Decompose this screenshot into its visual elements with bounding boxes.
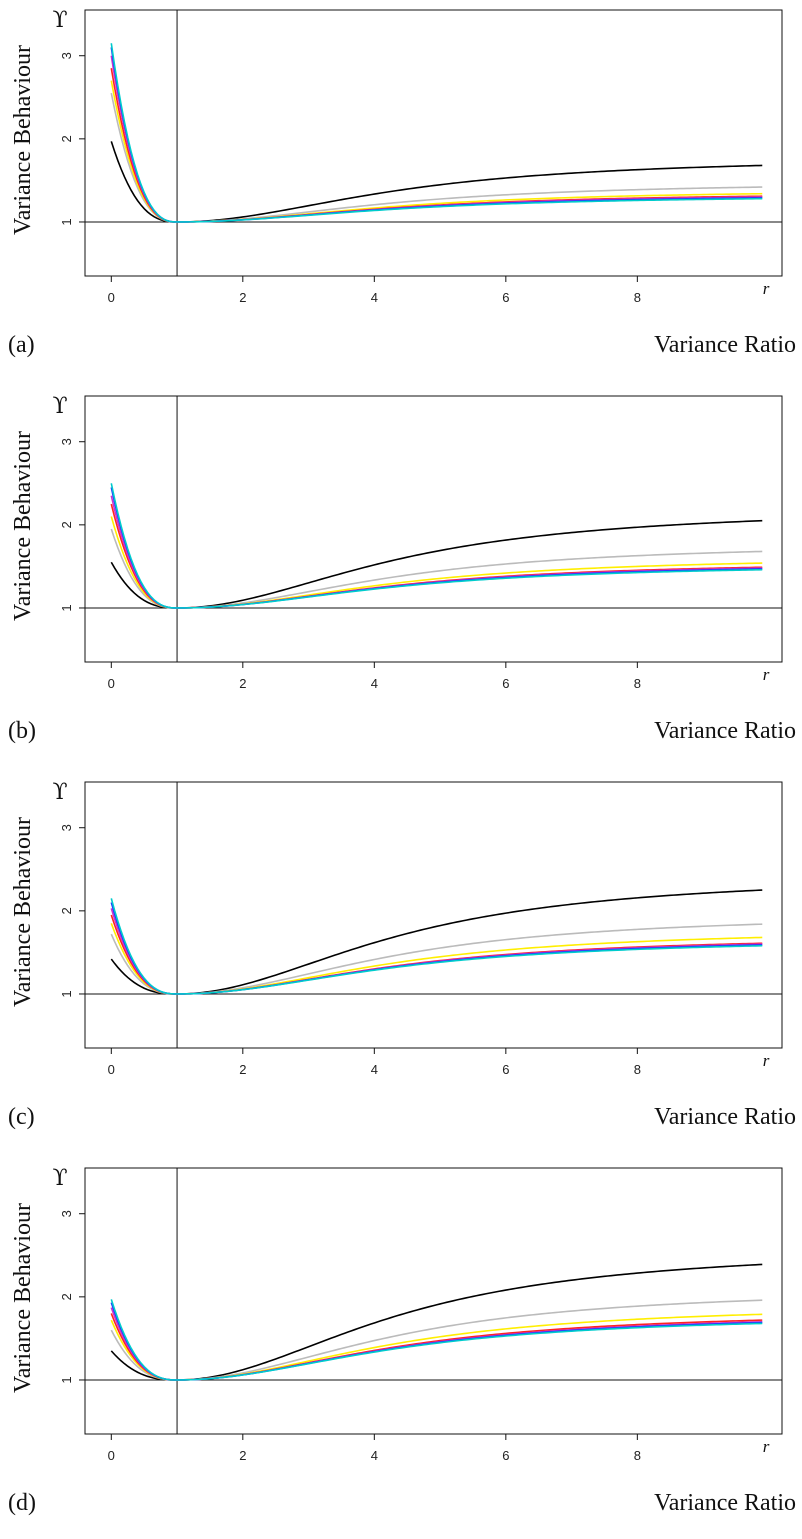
series-line-6 <box>110 487 763 609</box>
x-tick-label: 8 <box>634 676 641 691</box>
series-line-1 <box>110 889 763 995</box>
x-tick-label: 4 <box>371 290 378 305</box>
y-axis-title: Variance Behaviour <box>10 431 36 621</box>
chart-svg-b: 0 2 4 6 8 1 2 3 Variance Behaviour ϒr (b) Variance … <box>8 394 796 744</box>
plot-frame <box>84 9 783 277</box>
x-tick-label: 8 <box>634 1448 641 1463</box>
y-tick-label: 1 <box>59 990 74 997</box>
panel-label: (a) <box>8 332 35 358</box>
x-tick-label: 4 <box>371 676 378 691</box>
y-tick-label: 3 <box>59 438 74 445</box>
y-axis-title: Variance Behaviour <box>10 45 36 235</box>
series-line-1 <box>110 519 763 609</box>
y-tick-label: 2 <box>59 521 74 528</box>
y-axis-symbol: ϒ <box>52 394 67 419</box>
chart-svg-c: 0 2 4 6 8 1 2 3 Variance Behaviour ϒr (c) Variance … <box>8 780 796 1130</box>
x-tick-label: 6 <box>502 676 509 691</box>
series-line-1 <box>110 1263 763 1381</box>
y-tick-label: 2 <box>59 1293 74 1300</box>
series-line-2 <box>110 1299 763 1381</box>
x-tick-label: 4 <box>371 1062 378 1077</box>
x-axis-symbol: r <box>763 279 770 298</box>
series-line-7 <box>110 898 763 995</box>
y-axis-symbol: ϒ <box>52 1166 67 1191</box>
x-axis-symbol: r <box>763 665 770 684</box>
x-tick-label: 0 <box>108 1062 115 1077</box>
x-tick-label: 6 <box>502 290 509 305</box>
series-line-7 <box>110 1299 763 1381</box>
x-axis-title: Variance Ratio <box>654 718 796 744</box>
x-axis-title: Variance Ratio <box>654 332 796 358</box>
y-axis-title: Variance Behaviour <box>10 817 36 1007</box>
y-tick-label: 3 <box>59 824 74 831</box>
chart-svg-a: 0 2 4 6 8 1 2 3 Variance Behaviour ϒr (a) Variance … <box>8 8 796 358</box>
y-tick-label: 2 <box>59 907 74 914</box>
x-tick-label: 0 <box>108 1448 115 1463</box>
y-tick-label: 3 <box>59 52 74 59</box>
x-axis-title: Variance Ratio <box>654 1104 796 1130</box>
chart-svg-d: 0 2 4 6 8 1 2 3 Variance Behaviour ϒr (d) Variance … <box>8 1166 796 1516</box>
series-line-1 <box>110 141 763 223</box>
panel-label: (d) <box>8 1490 36 1516</box>
plot-frame <box>84 781 783 1049</box>
series-line-2 <box>110 92 763 223</box>
x-axis-symbol: r <box>763 1437 770 1456</box>
series-line-2 <box>110 528 763 609</box>
x-tick-label: 2 <box>239 1448 246 1463</box>
series-line-7 <box>110 483 763 609</box>
y-tick-label: 1 <box>59 218 74 225</box>
series-line-3 <box>110 516 763 609</box>
series-line-4 <box>110 503 763 609</box>
x-tick-label: 0 <box>108 290 115 305</box>
y-tick-label: 3 <box>59 1210 74 1217</box>
y-tick-label: 2 <box>59 135 74 142</box>
x-tick-label: 2 <box>239 290 246 305</box>
series-line-3 <box>110 923 763 995</box>
y-axis-symbol: ϒ <box>52 8 67 33</box>
x-axis-title: Variance Ratio <box>654 1490 796 1516</box>
x-tick-label: 6 <box>502 1448 509 1463</box>
series-line-2 <box>110 923 763 995</box>
plot-frame <box>84 1167 783 1435</box>
y-axis-title: Variance Behaviour <box>10 1203 36 1393</box>
x-tick-label: 2 <box>239 1062 246 1077</box>
x-tick-label: 8 <box>634 1062 641 1077</box>
x-tick-label: 8 <box>634 290 641 305</box>
x-tick-label: 2 <box>239 676 246 691</box>
x-tick-label: 4 <box>371 1448 378 1463</box>
x-tick-label: 0 <box>108 676 115 691</box>
x-axis-symbol: r <box>763 1051 770 1070</box>
series-line-5 <box>110 908 763 995</box>
y-tick-label: 1 <box>59 604 74 611</box>
plot-frame <box>84 395 783 663</box>
series-line-7 <box>110 43 763 223</box>
panel-label: (b) <box>8 718 36 744</box>
panel-label: (c) <box>8 1104 35 1130</box>
y-tick-label: 1 <box>59 1376 74 1383</box>
series-line-4 <box>110 1313 763 1381</box>
x-tick-label: 6 <box>502 1062 509 1077</box>
series-line-3 <box>110 80 763 223</box>
y-axis-symbol: ϒ <box>52 780 67 805</box>
